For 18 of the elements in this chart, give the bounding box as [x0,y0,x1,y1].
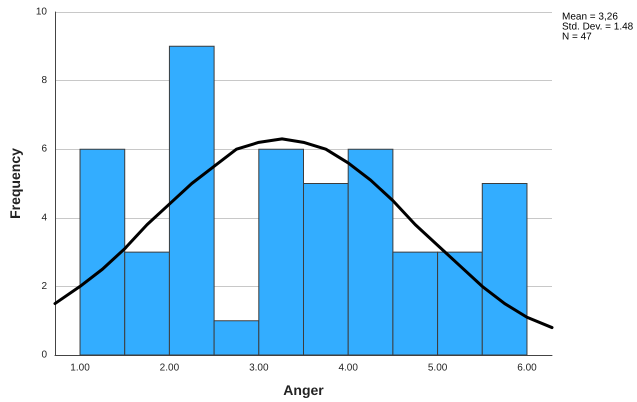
y-tick-label: 8 [41,75,48,86]
text: Mean = 3,26 [562,12,618,22]
line-series [54,137,554,330]
x-tick-label: 5.00 [428,362,448,374]
y-tick-label: 10 [36,6,48,18]
x-axis-title: Anger [283,382,324,398]
y-tick-label: 2 [41,280,48,292]
x-tick-label: 3.00 [249,362,269,374]
x-tick-label: 1.00 [70,362,90,374]
x-tick-label: 6.00 [517,362,538,374]
text: N = 47 [562,32,592,42]
y-tick-label: 0 [41,350,48,360]
x-tick-label: 2.00 [160,362,180,374]
y-tick-label: 4 [41,212,48,224]
text: Std. Dev. = 1.48 [562,22,634,32]
x-tick-label: 4.00 [338,362,358,374]
y-axis-title: Frequency [7,148,23,219]
y-tick-label: 6 [41,144,48,155]
